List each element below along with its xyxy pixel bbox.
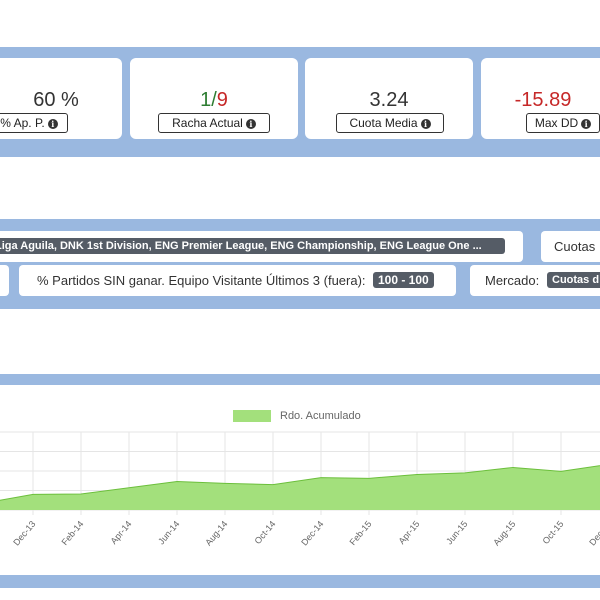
stat-value-racha: 1/9 — [130, 88, 298, 112]
stat-card-cuota: 3.24 Cuota Media i — [305, 58, 473, 139]
info-icon: i — [245, 118, 256, 129]
stat-card-racha: 1/9 Racha Actual i — [130, 58, 298, 139]
stats-panel: 60 % % Ap. P. i 1/9 Racha Actual i 3.24 Cu… — [0, 47, 600, 157]
chart-panel: Rdo. Acumulado Oct-13Dec-13Feb-14Apr-14J… — [0, 374, 600, 588]
partidos-range-chip[interactable]: 100 - 100 — [373, 272, 434, 288]
cumulative-result-chart: Oct-13Dec-13Feb-14Apr-14Jun-14Aug-14Oct-… — [0, 431, 600, 548]
cuotas-filter[interactable]: Cuotas — [541, 231, 600, 262]
series-area[interactable] — [0, 458, 600, 510]
leagues-chip[interactable]: Liga Aguila, DNK 1st Division, ENG Premi… — [0, 238, 505, 254]
partidos-label: % Partidos SIN ganar. Equipo Visitante Ú… — [37, 273, 366, 288]
stat-value-ap: 60 % — [33, 89, 79, 111]
stat-label-maxdd[interactable]: Max DD i — [526, 113, 600, 133]
stat-label-cuota[interactable]: Cuota Media i — [336, 113, 444, 133]
leagues-filter[interactable]: Liga Aguila, DNK 1st Division, ENG Premi… — [0, 231, 523, 262]
stat-label-racha[interactable]: Racha Actual i — [158, 113, 270, 133]
info-icon: i — [420, 118, 431, 129]
x-tick-label: Oct-15 — [541, 519, 566, 546]
chart-area: Rdo. Acumulado Oct-13Dec-13Feb-14Apr-14J… — [0, 385, 600, 575]
stat-label-text: % Ap. P. — [0, 116, 45, 130]
legend-label[interactable]: Rdo. Acumulado — [280, 410, 361, 422]
racha-wins: 1/ — [200, 89, 217, 111]
stat-card-maxdd: -15.89 Max DD i — [481, 58, 600, 139]
x-tick-label: Oct-14 — [253, 519, 278, 546]
stat-label-ap[interactable]: % Ap. P. i — [0, 113, 68, 133]
stat-card-ap: 60 % % Ap. P. i — [0, 58, 122, 139]
left-filter-stub[interactable] — [0, 265, 9, 296]
x-tick-label: Jun-14 — [156, 519, 181, 547]
stat-value-cuota: 3.24 — [369, 89, 409, 111]
x-tick-label: Feb-14 — [60, 519, 86, 547]
x-tick-label: Aug-15 — [491, 519, 517, 548]
partidos-filter[interactable]: % Partidos SIN ganar. Equipo Visitante Ú… — [19, 265, 456, 296]
x-tick-label: Jun-15 — [444, 519, 469, 547]
stat-label-text: Racha Actual — [172, 116, 243, 130]
x-tick-label: Dec-15 — [587, 519, 600, 548]
racha-total: 9 — [216, 89, 228, 111]
info-icon: i — [47, 118, 58, 129]
filters-panel: Liga Aguila, DNK 1st Division, ENG Premi… — [0, 219, 600, 309]
info-icon: i — [581, 118, 592, 129]
stat-value-maxdd: -15.89 — [514, 89, 572, 111]
mercado-label: Mercado: — [485, 273, 540, 288]
stat-label-text: Max DD — [534, 116, 579, 130]
mercado-chip[interactable]: Cuotas d — [547, 272, 600, 288]
cuotas-label: Cuotas — [554, 239, 596, 254]
x-tick-label: Apr-15 — [397, 519, 422, 546]
legend-swatch[interactable] — [233, 410, 271, 422]
x-tick-label: Dec-14 — [299, 519, 325, 548]
stat-label-text: Cuota Media — [349, 116, 418, 130]
x-tick-label: Dec-13 — [11, 519, 37, 548]
x-tick-label: Feb-15 — [348, 519, 374, 547]
x-tick-label: Aug-14 — [203, 519, 229, 548]
mercado-filter[interactable]: Mercado: Cuotas d — [470, 265, 600, 296]
x-tick-label: Apr-14 — [109, 519, 134, 546]
series-line — [0, 458, 600, 501]
